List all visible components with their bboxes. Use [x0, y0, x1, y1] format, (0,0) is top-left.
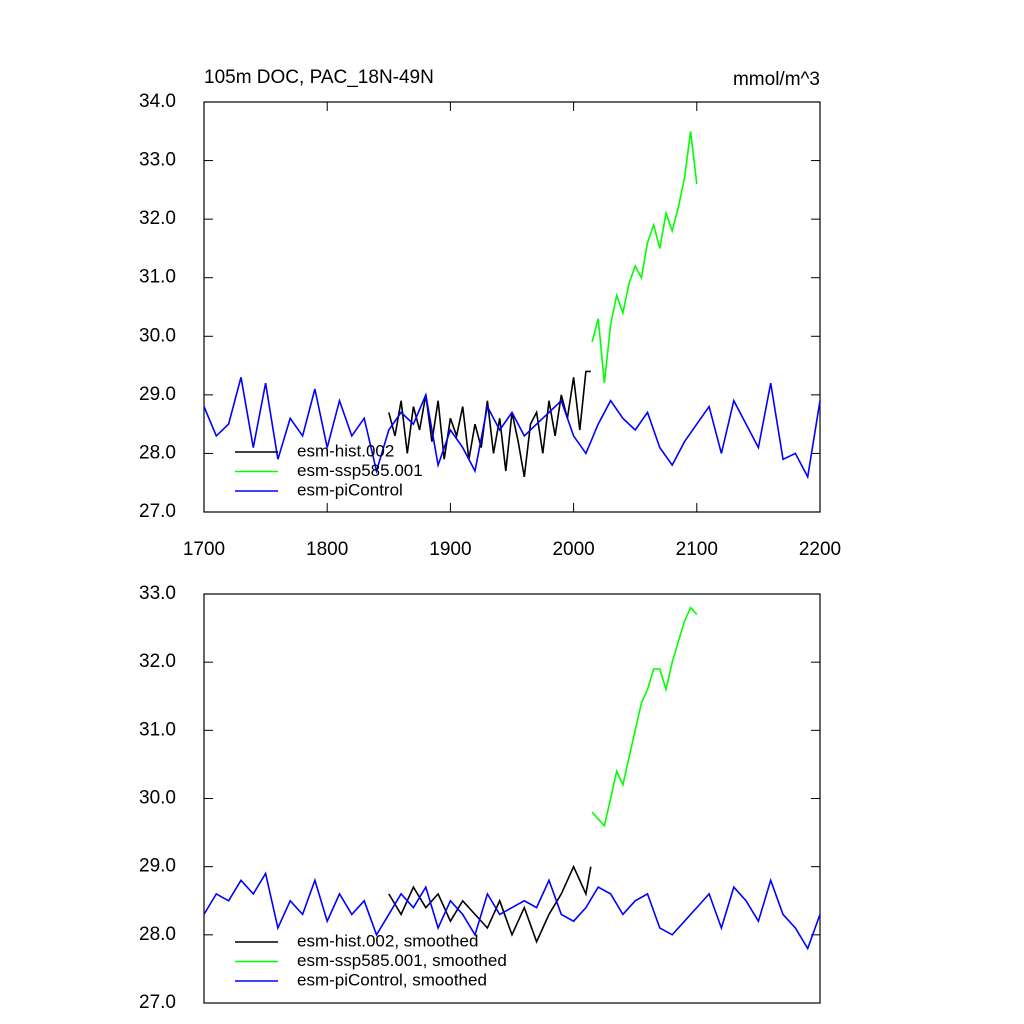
legend-label: esm-hist.002: [297, 441, 394, 460]
series-line: [591, 131, 698, 384]
x-tick-label: 2000: [552, 539, 594, 560]
series-line: [203, 871, 821, 951]
series-line: [591, 606, 698, 828]
y-tick-label: 34.0: [139, 91, 176, 112]
y-tick-label: 33.0: [139, 583, 176, 604]
plot-frame: [203, 101, 821, 513]
y-tick-label: 27.0: [139, 501, 176, 522]
chart-title: 105m DOC, PAC_18N-49N: [204, 67, 434, 88]
y-tick-label: 29.0: [139, 384, 176, 405]
legend-label: esm-piControl: [297, 480, 403, 499]
x-tick-label: 2100: [676, 539, 718, 560]
x-tick-label: 1900: [429, 539, 471, 560]
x-tick-label: 2200: [799, 539, 841, 560]
y-tick-label: 30.0: [139, 788, 176, 809]
y-tick-label: 32.0: [139, 208, 176, 229]
series-line: [203, 377, 821, 480]
y-tick-label: 32.0: [139, 651, 176, 672]
y-tick-label: 31.0: [139, 267, 176, 288]
series-line: [388, 370, 591, 478]
y-tick-label: 31.0: [139, 719, 176, 740]
legend-label: esm-ssp585.001, smoothed: [297, 951, 507, 970]
x-tick-label: 1800: [306, 539, 348, 560]
units-label: mmol/m^3: [733, 69, 820, 90]
y-tick-label: 30.0: [139, 325, 176, 346]
y-tick-label: 33.0: [139, 150, 176, 171]
series-line: [388, 864, 592, 944]
y-tick-label: 28.0: [139, 924, 176, 945]
legend-label: esm-piControl, smoothed: [297, 970, 487, 989]
legend-label: esm-ssp585.001: [297, 461, 423, 480]
y-tick-label: 28.0: [139, 442, 176, 463]
x-tick-label: 1700: [183, 539, 225, 560]
y-tick-label: 29.0: [139, 856, 176, 877]
y-tick-label: 27.0: [139, 992, 176, 1013]
legend-label: esm-hist.002, smoothed: [297, 931, 478, 950]
